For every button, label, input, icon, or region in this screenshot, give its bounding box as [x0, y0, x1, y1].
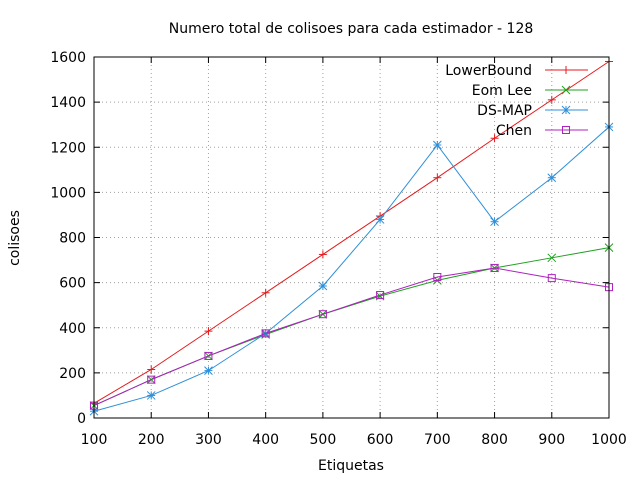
data-point [490, 217, 499, 227]
data-point [433, 173, 442, 182]
data-point [204, 327, 213, 336]
legend-label: Eom Lee [472, 83, 532, 99]
x-tick-label: 400 [252, 432, 279, 448]
data-point [490, 134, 499, 143]
legend-item: LowerBound [445, 63, 588, 79]
series-line [93, 267, 610, 407]
series-lowerbound [90, 57, 613, 408]
data-point [547, 95, 556, 104]
data-point [490, 263, 499, 272]
x-tick-label: 100 [81, 432, 108, 448]
series-line [93, 247, 610, 407]
x-tick-label: 600 [367, 432, 394, 448]
data-point [204, 351, 213, 360]
data-point [147, 375, 156, 384]
data-point [204, 366, 213, 375]
y-axis-label: colisoes [7, 210, 23, 266]
data-point [432, 140, 442, 150]
y-tick-label: 200 [59, 366, 86, 382]
chart-title: Numero total de colisoes para cada estim… [169, 21, 534, 37]
legend-item: DS-MAP [477, 103, 588, 119]
series-line [93, 126, 610, 412]
y-tick-label: 800 [59, 231, 86, 247]
data-point [261, 288, 270, 297]
data-point [547, 253, 557, 263]
x-tick-label: 900 [538, 432, 565, 448]
x-tick-label: 800 [481, 432, 508, 448]
grid [94, 57, 609, 418]
data-point [261, 329, 270, 338]
data-point [433, 272, 442, 281]
y-tick-label: 400 [59, 321, 86, 337]
data-point [318, 310, 327, 319]
series-eom-lee [89, 243, 614, 410]
series-ds-map [89, 122, 614, 416]
legend-label: LowerBound [445, 63, 532, 79]
legend-item: Chen [496, 123, 588, 139]
legend-label: DS-MAP [477, 103, 532, 119]
data-point [561, 105, 571, 115]
data-point [376, 291, 385, 300]
data-point [547, 173, 557, 183]
y-tick-label: 1400 [50, 95, 86, 111]
y-tick-label: 0 [77, 411, 86, 427]
y-tick-label: 1600 [50, 50, 86, 66]
x-tick-label: 300 [195, 432, 222, 448]
legend-label: Chen [496, 123, 532, 139]
data-point [562, 66, 570, 74]
data-point [147, 365, 156, 374]
data-point [561, 85, 571, 95]
data-point [318, 281, 328, 291]
y-tick-label: 600 [59, 276, 86, 292]
data-point [375, 215, 385, 224]
series-group [89, 57, 614, 416]
tick-labels: 0 200 400 600 800 1000 1200 1400 1600 100 200 300 40… [50, 50, 626, 448]
legend-item: Eom Lee [472, 83, 588, 99]
plot-frame [93, 56, 610, 419]
data-point [562, 126, 570, 134]
x-tick-label: 500 [310, 432, 337, 448]
y-tick-label: 1000 [50, 185, 86, 201]
x-axis-label: Etiquetas [318, 458, 384, 474]
legend: LowerBound Eom Lee DS-MAP Chen [445, 63, 588, 139]
y-tick-label: 1200 [50, 140, 86, 156]
x-tick-label: 1000 [591, 432, 627, 448]
data-point [547, 274, 556, 283]
data-point [146, 391, 156, 400]
x-tick-label: 700 [424, 432, 451, 448]
x-tick-label: 200 [138, 432, 165, 448]
series-line [93, 61, 610, 404]
data-point [318, 250, 327, 259]
